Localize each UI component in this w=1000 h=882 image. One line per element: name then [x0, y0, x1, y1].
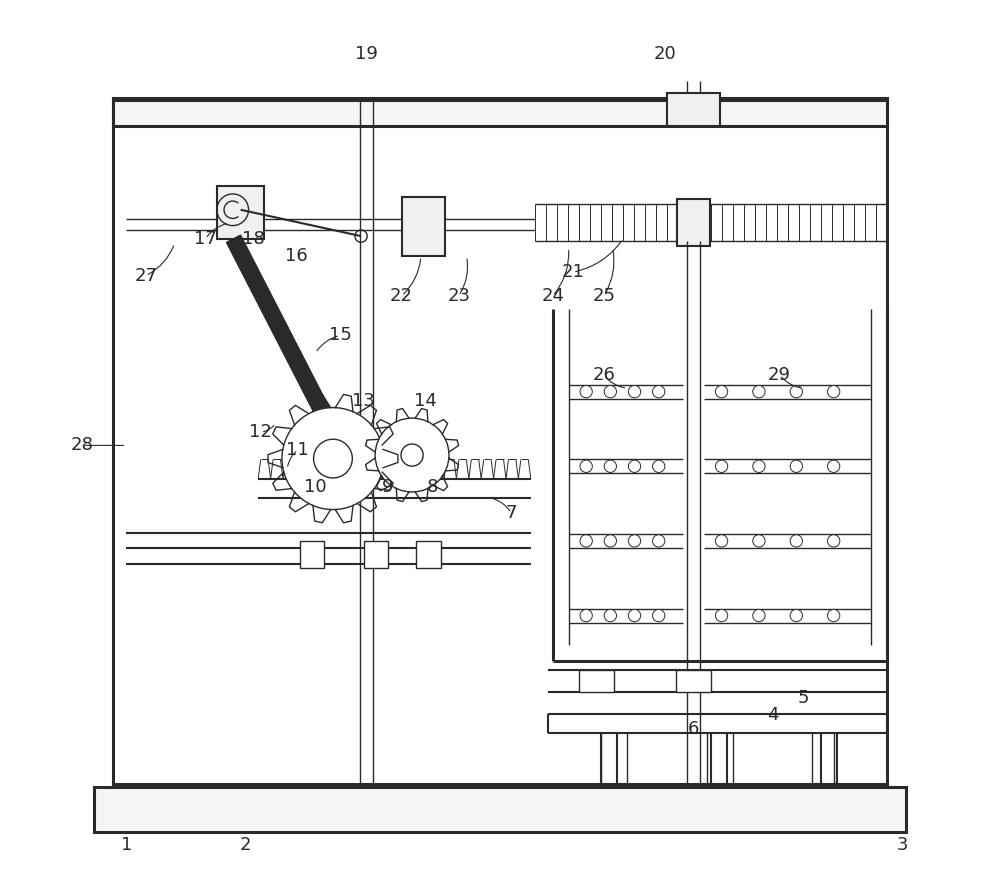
Circle shape [314, 439, 352, 478]
Bar [677, 199, 710, 246]
Circle shape [790, 609, 802, 622]
Circle shape [715, 385, 728, 398]
Circle shape [753, 534, 765, 547]
Text: 11: 11 [286, 441, 309, 459]
Circle shape [715, 460, 728, 473]
Circle shape [653, 534, 665, 547]
Text: 22: 22 [390, 287, 413, 305]
Text: 15: 15 [329, 326, 351, 345]
Circle shape [580, 385, 592, 398]
Text: 12: 12 [249, 423, 272, 441]
Text: 16: 16 [285, 247, 307, 265]
Bar [113, 100, 887, 126]
Circle shape [790, 534, 802, 547]
Circle shape [828, 609, 840, 622]
Bar [676, 669, 711, 691]
Bar [300, 542, 324, 568]
Bar [113, 98, 887, 784]
Text: 1: 1 [121, 836, 132, 855]
Text: 23: 23 [447, 287, 470, 305]
Text: 29: 29 [768, 366, 791, 384]
Circle shape [753, 385, 765, 398]
Text: 26: 26 [592, 366, 615, 384]
Bar [579, 669, 614, 691]
Circle shape [715, 534, 728, 547]
Text: 9: 9 [382, 478, 393, 496]
Text: 4: 4 [767, 706, 778, 724]
Text: 24: 24 [541, 287, 564, 305]
Circle shape [628, 609, 641, 622]
Text: 10: 10 [304, 478, 327, 496]
Circle shape [604, 534, 616, 547]
Circle shape [653, 385, 665, 398]
Circle shape [580, 460, 592, 473]
Text: 5: 5 [798, 689, 809, 706]
Text: 7: 7 [506, 505, 517, 522]
Circle shape [604, 460, 616, 473]
Circle shape [828, 534, 840, 547]
Circle shape [580, 534, 592, 547]
Text: 6: 6 [688, 721, 699, 738]
Circle shape [653, 609, 665, 622]
Circle shape [628, 534, 641, 547]
Circle shape [628, 460, 641, 473]
Circle shape [715, 609, 728, 622]
Bar [667, 93, 720, 126]
Text: 2: 2 [239, 836, 251, 855]
Bar [94, 787, 906, 833]
Bar [364, 542, 388, 568]
Circle shape [753, 609, 765, 622]
Text: 8: 8 [427, 478, 438, 496]
Bar [416, 542, 441, 568]
Text: 28: 28 [71, 437, 94, 454]
Text: 13: 13 [352, 392, 375, 410]
Circle shape [753, 460, 765, 473]
Text: 20: 20 [654, 45, 677, 64]
Circle shape [580, 609, 592, 622]
Text: 3: 3 [897, 836, 908, 855]
Circle shape [828, 385, 840, 398]
Circle shape [604, 385, 616, 398]
Circle shape [628, 385, 641, 398]
Circle shape [282, 407, 384, 510]
Circle shape [604, 609, 616, 622]
Text: 18: 18 [242, 230, 265, 248]
Circle shape [790, 460, 802, 473]
Text: 27: 27 [134, 266, 157, 285]
Bar [402, 197, 445, 257]
Polygon shape [226, 235, 340, 436]
Bar [217, 186, 264, 239]
Text: 14: 14 [414, 392, 437, 410]
Circle shape [828, 460, 840, 473]
Circle shape [653, 460, 665, 473]
Circle shape [401, 444, 423, 467]
Text: 19: 19 [355, 45, 378, 64]
Text: 25: 25 [592, 287, 615, 305]
Text: 17: 17 [194, 230, 217, 248]
Text: 21: 21 [562, 263, 584, 281]
Circle shape [375, 418, 449, 492]
Circle shape [790, 385, 802, 398]
